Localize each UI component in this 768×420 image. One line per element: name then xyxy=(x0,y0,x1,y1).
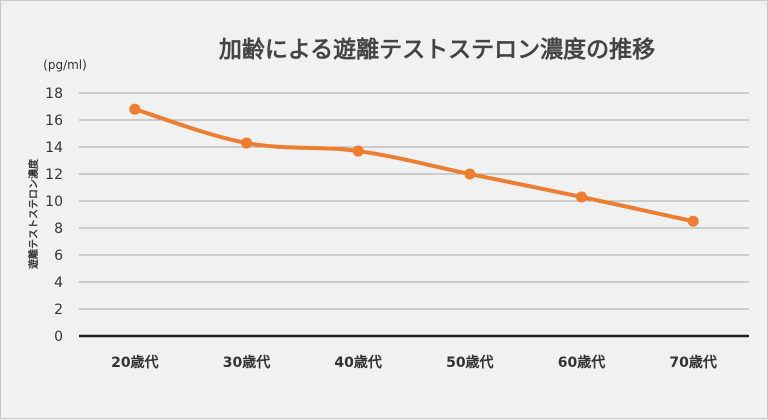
x-tick-label: 70歳代 xyxy=(669,354,716,371)
data-point xyxy=(687,215,699,227)
x-tick-labels: 20歳代 30歳代 40歳代 50歳代 60歳代 70歳代 xyxy=(111,354,717,371)
data-point xyxy=(241,137,252,149)
y-tick-label: 6 xyxy=(54,248,63,264)
y-tick-label: 16 xyxy=(45,113,63,129)
y-tick-labels: 0 2 4 6 8 10 12 14 16 18 xyxy=(45,86,63,345)
x-tick-label: 50歳代 xyxy=(446,354,493,371)
series-line xyxy=(132,107,696,224)
y-tick-label: 4 xyxy=(54,275,63,291)
y-tick-label: 10 xyxy=(45,194,63,210)
data-point xyxy=(464,168,476,180)
y-tick-label: 18 xyxy=(45,86,63,102)
y-unit-label: (pg/ml) xyxy=(43,58,87,72)
x-tick-label: 30歳代 xyxy=(223,354,270,371)
chart-title: 加齢による遊離テストステロン濃度の推移 xyxy=(218,36,655,63)
y-axis-label: 遊離テストステロン濃度 xyxy=(27,158,40,269)
y-tick-label: 2 xyxy=(54,302,63,318)
x-tick-label: 20歳代 xyxy=(111,354,158,371)
data-point xyxy=(352,145,364,157)
x-tick-label: 40歳代 xyxy=(334,354,381,371)
y-tick-label: 0 xyxy=(54,329,63,345)
data-point xyxy=(576,191,587,203)
y-tick-label: 14 xyxy=(45,140,63,156)
series-group xyxy=(129,103,699,227)
y-tick-label: 8 xyxy=(54,221,63,237)
y-tick-label: 12 xyxy=(45,167,63,183)
data-point xyxy=(129,103,141,115)
x-tick-label: 60歳代 xyxy=(558,354,605,371)
gridlines xyxy=(79,92,749,338)
